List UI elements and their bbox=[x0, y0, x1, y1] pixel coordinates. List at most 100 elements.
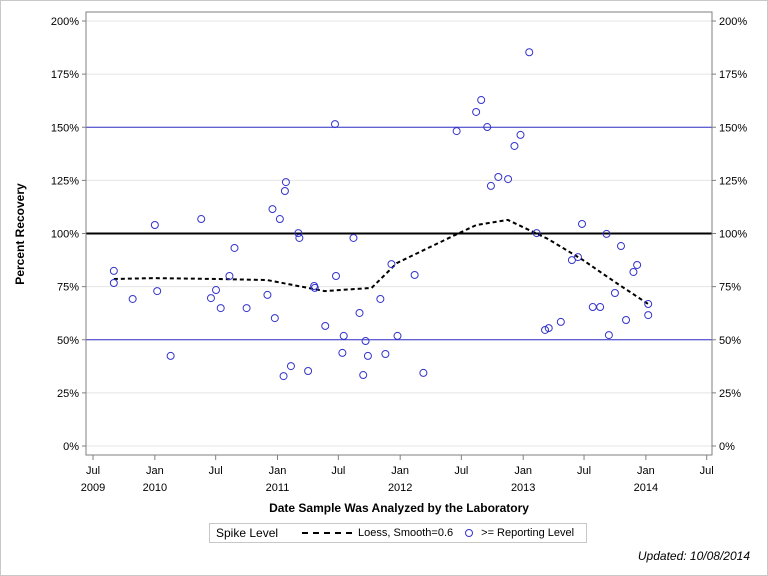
data-point bbox=[339, 331, 348, 340]
data-point bbox=[153, 287, 162, 296]
data-point bbox=[622, 315, 631, 324]
y-tick-label-right: 125% bbox=[719, 175, 747, 187]
legend: Spike Level Loess, Smooth=0.6 >= Reporti… bbox=[209, 523, 587, 543]
x-tick-label: Jul bbox=[86, 465, 100, 477]
data-point bbox=[109, 266, 118, 275]
data-point bbox=[166, 351, 175, 360]
data-point bbox=[304, 366, 313, 375]
x-tick-year: 2010 bbox=[143, 482, 167, 494]
data-point bbox=[477, 96, 486, 105]
data-point bbox=[321, 321, 330, 330]
data-point bbox=[486, 181, 495, 190]
data-point bbox=[483, 123, 492, 132]
x-tick-year: 2011 bbox=[266, 482, 290, 494]
legend-loess-label: Loess, Smooth=0.6 bbox=[358, 527, 454, 539]
x-tick-label: Jan bbox=[146, 465, 164, 477]
loess-line bbox=[113, 218, 649, 305]
data-point bbox=[596, 303, 605, 312]
data-point bbox=[331, 272, 340, 280]
data-point bbox=[279, 372, 288, 381]
data-point bbox=[206, 294, 215, 303]
x-tick-label: Jul bbox=[700, 465, 714, 477]
data-point bbox=[610, 289, 619, 297]
x-tick-year: 2009 bbox=[81, 482, 105, 494]
data-point bbox=[268, 205, 277, 214]
data-point bbox=[556, 317, 565, 326]
data-point bbox=[330, 120, 339, 129]
data-point bbox=[633, 260, 642, 269]
data-point bbox=[541, 325, 550, 334]
y-tick-label: 50% bbox=[57, 335, 79, 347]
data-point bbox=[109, 279, 118, 288]
data-point bbox=[197, 215, 206, 224]
data-point bbox=[410, 270, 419, 279]
reference-lines bbox=[86, 126, 712, 341]
y-tick-label: 75% bbox=[57, 282, 79, 294]
data-point bbox=[644, 300, 653, 309]
data-point bbox=[376, 294, 385, 303]
y-tick-label-right: 75% bbox=[719, 282, 741, 294]
data-point bbox=[504, 175, 513, 184]
data-point bbox=[387, 260, 396, 269]
data-point bbox=[525, 48, 534, 57]
y-tick-label: 150% bbox=[51, 122, 79, 134]
data-point bbox=[516, 130, 525, 139]
legend-title: Spike Level bbox=[216, 526, 279, 540]
data-point bbox=[602, 229, 611, 238]
plot-area-border bbox=[85, 11, 713, 456]
data-point bbox=[532, 229, 541, 238]
data-point bbox=[225, 272, 234, 280]
data-point bbox=[393, 331, 402, 340]
updated-date: Updated: 10/08/2014 bbox=[637, 549, 750, 563]
x-tick-label: Jul bbox=[454, 465, 468, 477]
x-tick-label: Jan bbox=[514, 465, 532, 477]
data-point bbox=[275, 215, 284, 224]
y-tick-label-right: 175% bbox=[719, 69, 747, 81]
y-tick-label-right: 200% bbox=[719, 16, 747, 28]
data-point bbox=[510, 141, 519, 150]
y-tick-label-right: 0% bbox=[719, 441, 735, 453]
y-axis-left: 0% 25% 50% 75% 100% 125% 150% 175% 200% bbox=[51, 16, 86, 453]
data-point bbox=[452, 127, 461, 136]
x-tick-year: 2013 bbox=[511, 482, 535, 494]
data-point bbox=[578, 219, 587, 228]
data-point bbox=[472, 107, 481, 116]
y-axis-title: Percent Recovery bbox=[13, 183, 27, 285]
y-tick-label: 0% bbox=[63, 441, 79, 453]
data-point bbox=[230, 243, 239, 252]
legend-points-label: >= Reporting Level bbox=[481, 527, 575, 539]
data-point bbox=[363, 351, 372, 360]
y-tick-label: 25% bbox=[57, 388, 79, 400]
y-tick-label: 100% bbox=[51, 229, 79, 241]
data-point bbox=[128, 294, 137, 303]
data-point bbox=[544, 324, 553, 333]
y-tick-label-right: 150% bbox=[719, 122, 747, 134]
data-point bbox=[338, 348, 347, 357]
data-point bbox=[270, 314, 279, 323]
data-point bbox=[573, 253, 582, 262]
data-point bbox=[629, 267, 638, 276]
data-point bbox=[494, 172, 503, 181]
data-points bbox=[109, 48, 653, 381]
y-tick-label: 175% bbox=[51, 69, 79, 81]
data-point bbox=[263, 290, 272, 299]
y-tick-label-right: 100% bbox=[719, 229, 747, 241]
x-axis-title: Date Sample Was Analyzed by the Laborato… bbox=[269, 501, 529, 515]
data-point bbox=[381, 349, 390, 358]
data-point bbox=[616, 242, 625, 251]
data-point bbox=[355, 308, 364, 317]
x-tick-label: Jul bbox=[209, 465, 223, 477]
y-tick-label: 125% bbox=[51, 175, 79, 187]
data-point bbox=[604, 331, 613, 340]
x-tick-year: 2012 bbox=[388, 482, 412, 494]
circle-marker-icon bbox=[465, 529, 474, 537]
y-axis-right: 0% 25% 50% 75% 100% 125% 150% 175% 200% bbox=[712, 16, 747, 453]
x-axis: Jul 2009 Jan 2010 Jul Jan 2011 Jul Jan 2012 Jul Jan… bbox=[81, 455, 714, 494]
data-point bbox=[588, 303, 597, 312]
data-point bbox=[150, 221, 159, 229]
data-point bbox=[349, 233, 358, 242]
x-tick-label: Jul bbox=[577, 465, 591, 477]
loess-curve bbox=[113, 218, 649, 305]
data-point bbox=[212, 286, 221, 295]
